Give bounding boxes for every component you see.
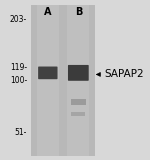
Bar: [71, 99, 86, 105]
Bar: [31, 5, 95, 156]
Text: 100-: 100-: [10, 76, 27, 84]
Text: 203-: 203-: [10, 15, 27, 24]
Bar: [37, 5, 59, 156]
Bar: [71, 112, 85, 116]
FancyBboxPatch shape: [68, 65, 89, 81]
Text: 119-: 119-: [10, 63, 27, 72]
Text: SAPAP2: SAPAP2: [104, 69, 144, 80]
Text: 51-: 51-: [15, 128, 27, 137]
FancyBboxPatch shape: [38, 67, 58, 79]
Text: B: B: [75, 7, 82, 17]
Bar: [67, 5, 89, 156]
Text: A: A: [44, 7, 52, 17]
